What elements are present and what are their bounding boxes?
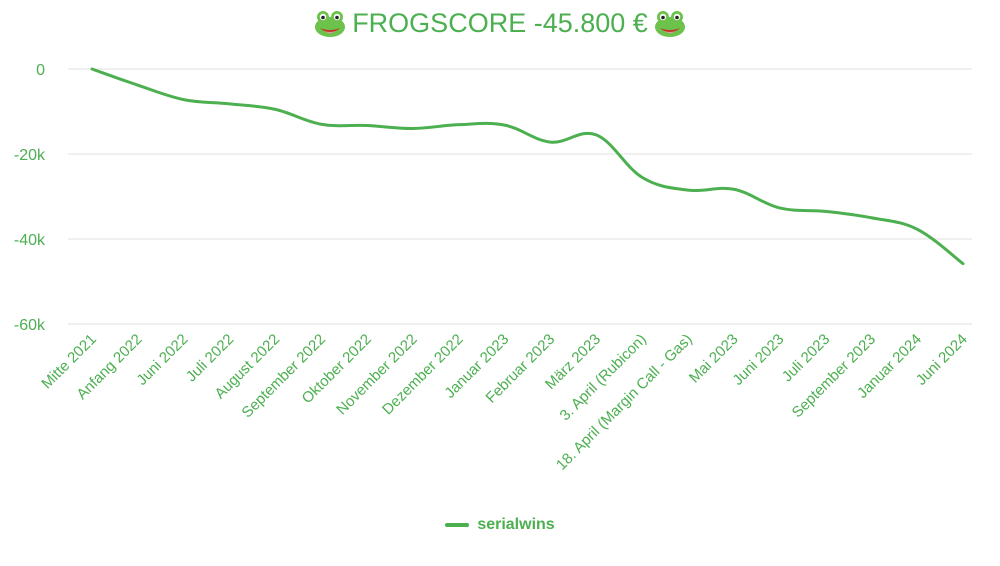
y-tick-label: -20k bbox=[14, 147, 46, 164]
legend-label-serialwins[interactable]: serialwins bbox=[477, 516, 555, 533]
legend[interactable]: serialwins bbox=[0, 516, 1000, 534]
x-tick-label: November 2022 bbox=[333, 331, 420, 418]
series-layer bbox=[90, 67, 965, 266]
y-tick-label: -40k bbox=[14, 232, 46, 249]
frog-face-icon bbox=[654, 10, 686, 38]
grid-lines bbox=[68, 68, 972, 325]
legend-swatch bbox=[445, 523, 470, 527]
y-tick-label: -60k bbox=[14, 317, 46, 334]
y-axis-ticks: 0 -20k -40k -60k bbox=[14, 62, 46, 334]
series-line-serialwins[interactable] bbox=[90, 67, 965, 266]
y-tick-label: 0 bbox=[36, 62, 45, 79]
chart-title: FROGSCORE -45.800 € bbox=[352, 8, 648, 38]
chart-title-row: FROGSCORE -45.800 € bbox=[0, 8, 1000, 39]
frog-face-icon bbox=[314, 10, 346, 38]
x-tick-label: Dezember 2022 bbox=[379, 331, 466, 418]
x-tick-label: September 2022 bbox=[239, 331, 329, 421]
x-tick-label: September 2023 bbox=[789, 331, 879, 421]
